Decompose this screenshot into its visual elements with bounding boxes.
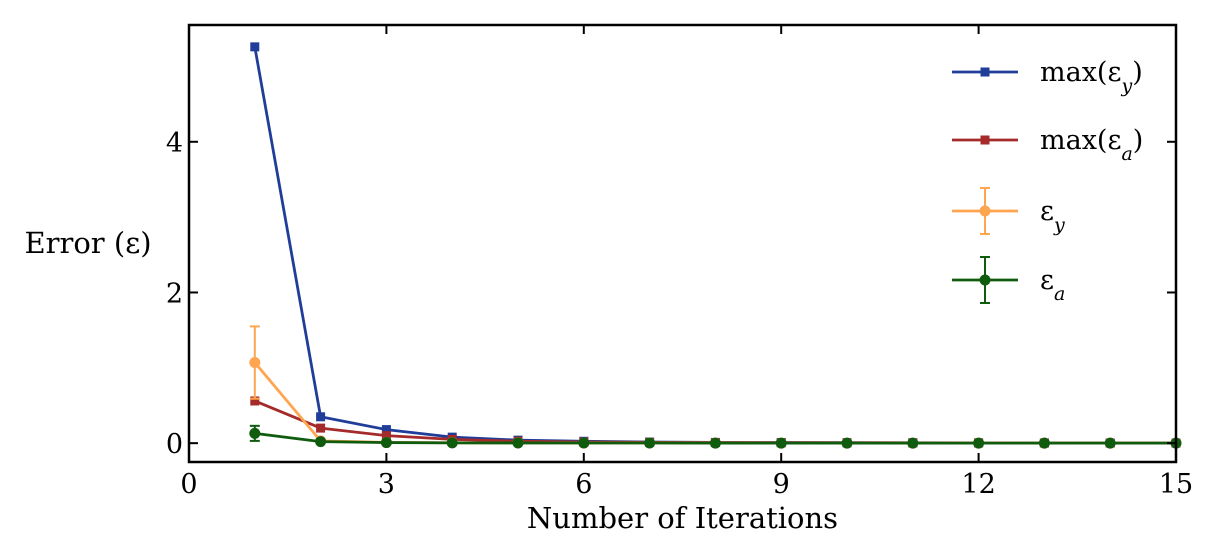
series-2-point bbox=[250, 396, 260, 406]
series-1-point bbox=[381, 425, 391, 435]
legend-label: max(εa) bbox=[1040, 125, 1143, 165]
legend: max(εy) max(εa) εy εa bbox=[952, 57, 1143, 305]
x-tick-label: 9 bbox=[773, 469, 790, 500]
legend-marker bbox=[979, 274, 991, 286]
legend-label: εy bbox=[1040, 196, 1065, 236]
legend-label: εa bbox=[1040, 265, 1065, 305]
x-axis-title: Number of Iterations bbox=[527, 501, 838, 535]
series-1-line bbox=[253, 46, 1176, 445]
series-1 bbox=[250, 42, 1181, 448]
legend-marker bbox=[980, 67, 990, 77]
series-1-point bbox=[316, 412, 326, 422]
series-4-point bbox=[1104, 437, 1116, 449]
legend-entry: max(εy) bbox=[952, 57, 1143, 97]
series-4-point bbox=[709, 437, 721, 449]
series-2-point bbox=[316, 423, 326, 433]
series-4-point bbox=[907, 437, 919, 449]
x-tick-label: 0 bbox=[180, 469, 197, 500]
y-tick-label: 0 bbox=[166, 429, 183, 460]
data-marks-layer bbox=[249, 42, 1182, 449]
series-4-point bbox=[249, 427, 261, 439]
legend-marker bbox=[979, 205, 991, 217]
plot-frame bbox=[187, 23, 1178, 464]
series-4-point bbox=[315, 436, 327, 448]
x-tick-label: 15 bbox=[1159, 469, 1193, 500]
y-axis-title: Error (ε) bbox=[24, 226, 151, 260]
series-4 bbox=[249, 424, 1182, 449]
legend-label: max(εy) bbox=[1040, 57, 1143, 97]
series-4-point bbox=[1038, 437, 1050, 449]
axis-ticks-layer: 0 3 6 9 12 15 0 2 4 bbox=[166, 25, 1193, 500]
series-4-point bbox=[512, 437, 524, 449]
series-4-point bbox=[775, 437, 787, 449]
series-4-point bbox=[644, 437, 656, 449]
series-4-point bbox=[578, 437, 590, 449]
legend-entry: εa bbox=[952, 256, 1065, 305]
x-tick-label: 6 bbox=[575, 469, 592, 500]
legend-entry: εy bbox=[952, 187, 1065, 236]
y-tick-label: 2 bbox=[166, 278, 183, 309]
series-2-point bbox=[381, 431, 391, 441]
series-3-point bbox=[249, 357, 261, 369]
series-1-point bbox=[250, 42, 260, 52]
x-tick-label: 12 bbox=[961, 469, 995, 500]
y-tick-label: 4 bbox=[166, 128, 183, 159]
series-4-point bbox=[446, 437, 458, 449]
series-2-line bbox=[254, 399, 1177, 445]
legend-entry: max(εa) bbox=[952, 125, 1143, 165]
series-4-point bbox=[380, 437, 392, 449]
x-tick-label: 3 bbox=[378, 469, 395, 500]
series-4-point bbox=[973, 437, 985, 449]
legend-marker bbox=[980, 135, 990, 145]
series-4-point bbox=[841, 437, 853, 449]
